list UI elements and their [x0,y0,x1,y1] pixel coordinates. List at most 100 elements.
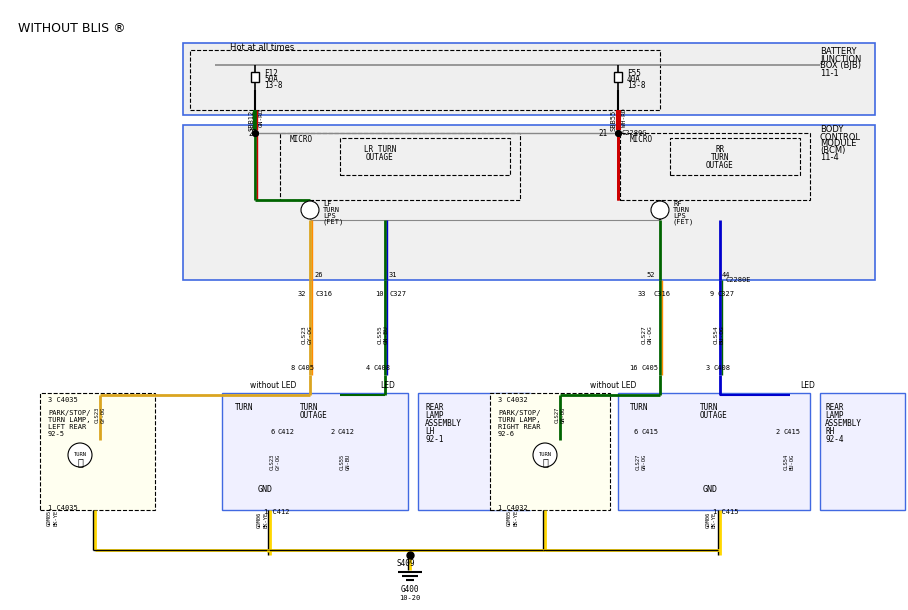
Text: CLS27: CLS27 [642,326,647,345]
Text: LPS: LPS [673,213,686,219]
Text: GDM06: GDM06 [706,512,711,528]
Text: OUTAGE: OUTAGE [366,154,394,162]
Text: C405: C405 [641,365,658,371]
Text: 8: 8 [291,365,295,371]
Text: CONTROL: CONTROL [820,132,861,142]
Bar [340,138,510,175]
Text: RIGHT REAR: RIGHT REAR [498,424,540,430]
Text: G400: G400 [400,586,419,595]
Text: LAMP: LAMP [425,412,443,420]
Bar [251,72,259,82]
Text: LH: LH [425,428,434,437]
Text: GY-OG: GY-OG [101,407,106,423]
Text: TURN: TURN [711,154,729,162]
Text: 3: 3 [706,365,710,371]
Text: OUTAGE: OUTAGE [706,162,734,171]
Text: TURN: TURN [700,403,718,412]
Text: S409: S409 [397,559,415,567]
Text: PARK/STOP/: PARK/STOP/ [48,410,91,416]
Text: ①: ① [77,457,83,467]
Text: 92-5: 92-5 [48,431,65,437]
Text: 13-8: 13-8 [627,82,646,90]
Text: GN-OG: GN-OG [648,326,653,345]
Bar [490,393,610,510]
Text: BOX (BJB): BOX (BJB) [820,62,861,71]
Bar [614,72,622,82]
Text: MODULE: MODULE [820,140,856,148]
Text: CLS23: CLS23 [95,407,100,423]
Text: 21: 21 [598,129,608,137]
Text: 11-1: 11-1 [820,68,839,77]
Text: ASSEMBLY: ASSEMBLY [425,420,462,428]
Text: TURN: TURN [235,403,253,412]
Text: BK-YE: BK-YE [712,512,717,528]
Text: GY-OG: GY-OG [308,326,313,345]
Text: C316: C316 [315,291,332,297]
Text: BODY: BODY [820,126,844,134]
Text: C408: C408 [713,365,730,371]
Text: GN-RD: GN-RD [259,109,264,127]
Circle shape [651,201,669,219]
Text: LPS: LPS [323,213,336,219]
Text: GN-BU: GN-BU [346,454,351,470]
Text: CLS55: CLS55 [378,326,383,345]
Text: REAR: REAR [425,403,443,412]
Text: TURN: TURN [74,453,86,458]
Text: TURN LAMP,: TURN LAMP, [48,417,91,423]
Text: ①: ① [542,457,548,467]
Circle shape [301,201,319,219]
Text: 3 C4032: 3 C4032 [498,397,528,403]
Bar [620,133,810,200]
Text: LED: LED [800,381,814,390]
Text: 6: 6 [271,429,275,435]
Text: TURN: TURN [630,403,648,412]
Text: 1 C4032: 1 C4032 [498,505,528,511]
Text: BATTERY: BATTERY [820,48,856,57]
Text: 44: 44 [722,272,731,278]
Text: REAR: REAR [825,403,844,412]
Text: GND: GND [703,486,717,495]
Text: 4: 4 [366,365,370,371]
Text: F55: F55 [627,70,641,79]
Text: TURN: TURN [323,207,340,213]
Text: LED: LED [380,381,395,390]
Text: 2: 2 [331,429,335,435]
Text: C408: C408 [373,365,390,371]
Text: 52: 52 [646,272,655,278]
Text: 92-6: 92-6 [498,431,515,437]
Text: 32: 32 [298,291,307,297]
Text: SBB55: SBB55 [610,109,616,131]
Text: WH-RD: WH-RD [622,109,627,127]
Bar [670,138,800,175]
Text: 40A: 40A [627,76,641,85]
Text: 10: 10 [375,291,383,297]
Text: CLS23: CLS23 [270,454,275,470]
Text: OUTAGE: OUTAGE [300,412,328,420]
Text: CLS27: CLS27 [555,407,560,423]
Text: C327: C327 [390,291,407,297]
Bar [190,50,660,110]
Text: CLS55: CLS55 [340,454,345,470]
Text: BK-YE: BK-YE [513,510,518,526]
Text: GDM05: GDM05 [507,510,512,526]
Bar [183,43,875,115]
Text: PARK/STOP/: PARK/STOP/ [498,410,540,416]
Text: 2: 2 [775,429,780,435]
Text: 10-20: 10-20 [400,595,420,601]
Text: TURN LAMP,: TURN LAMP, [498,417,540,423]
Text: C415: C415 [783,429,800,435]
Text: 22: 22 [248,129,257,137]
Text: C415: C415 [641,429,658,435]
Text: 3 C4035: 3 C4035 [48,397,78,403]
Text: BU-OG: BU-OG [790,454,795,470]
Text: CLS23: CLS23 [302,326,307,345]
Circle shape [533,443,557,467]
Text: MICRO: MICRO [630,135,653,145]
Text: 1 C415: 1 C415 [713,509,738,515]
Text: GND: GND [258,486,272,495]
Text: GN-OG: GN-OG [642,454,647,470]
Text: RH: RH [825,428,834,437]
Text: 16: 16 [629,365,638,371]
Text: BK-YE: BK-YE [53,510,58,526]
Bar [418,393,530,510]
